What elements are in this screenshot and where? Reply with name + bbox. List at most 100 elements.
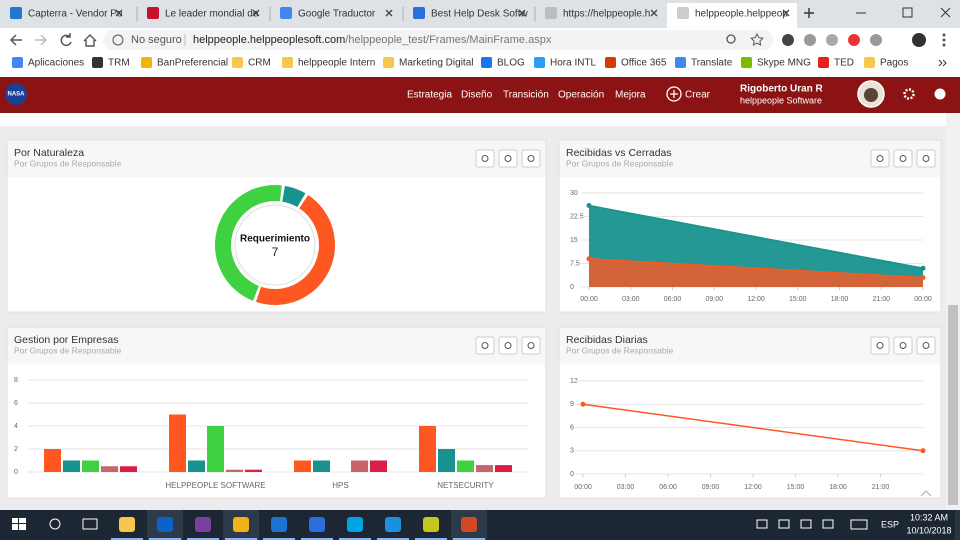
panel-refresh-button[interactable]	[498, 336, 518, 355]
scroll-top-button[interactable]	[920, 490, 932, 497]
task-view[interactable]	[82, 518, 98, 530]
tray-icon[interactable]	[756, 519, 768, 529]
bar[interactable]	[63, 460, 80, 473]
bar[interactable]	[495, 465, 512, 472]
extension-icon[interactable]	[782, 34, 794, 46]
tab-close[interactable]	[650, 9, 658, 17]
home-button[interactable]	[83, 34, 97, 47]
bookmarks-overflow[interactable]	[938, 59, 947, 67]
bar[interactable]	[120, 466, 137, 472]
extension-icon[interactable]	[848, 34, 860, 46]
bookmark[interactable]: Skype MNG	[757, 58, 811, 69]
tab-close[interactable]	[518, 9, 526, 17]
tab-close[interactable]	[385, 9, 393, 17]
profile-avatar[interactable]	[912, 33, 926, 47]
panel-refresh-button[interactable]	[893, 149, 913, 168]
bar[interactable]	[44, 449, 61, 472]
panel-refresh-button[interactable]	[893, 336, 913, 355]
bar[interactable]	[226, 469, 243, 472]
taskbar-app[interactable]	[233, 517, 249, 532]
nav-item[interactable]: Transición	[503, 90, 549, 101]
panel-settings-button[interactable]	[521, 336, 541, 355]
tray-icon[interactable]	[822, 519, 834, 529]
bookmark[interactable]: Translate	[691, 58, 733, 69]
panel-expand-button[interactable]	[475, 336, 495, 355]
panel-refresh-button[interactable]	[498, 149, 518, 168]
tab-title[interactable]: Capterra - Vendor Po	[28, 9, 123, 20]
taskbar-app[interactable]	[461, 517, 477, 532]
address-bar[interactable]	[103, 30, 773, 50]
bookmark[interactable]: Hora INTL	[550, 58, 597, 69]
nav-item[interactable]: Estrategia	[407, 90, 452, 101]
bar[interactable]	[370, 460, 387, 473]
bookmark[interactable]: TED	[834, 58, 854, 69]
tab-title[interactable]: Le leader mondial de	[165, 9, 259, 20]
bar[interactable]	[351, 460, 368, 473]
back-button[interactable]	[9, 34, 22, 46]
bookmark[interactable]: BLOG	[497, 58, 525, 69]
nav-item[interactable]: Operación	[558, 90, 604, 101]
extension-icon[interactable]	[870, 34, 882, 46]
tray-icon[interactable]	[778, 519, 790, 529]
bar[interactable]	[207, 426, 224, 472]
tab-close[interactable]	[782, 9, 790, 17]
reload-button[interactable]	[60, 33, 72, 47]
keyboard-icon[interactable]	[850, 519, 868, 530]
new-tab[interactable]	[804, 8, 814, 18]
taskbar-app[interactable]	[347, 517, 363, 532]
donut-segment[interactable]	[255, 194, 335, 305]
forward-button[interactable]	[35, 34, 48, 46]
bar[interactable]	[476, 465, 493, 472]
star-icon[interactable]	[750, 32, 764, 46]
extension-icon[interactable]	[826, 34, 838, 46]
panel-settings-button[interactable]	[916, 149, 936, 168]
bar[interactable]	[188, 460, 205, 473]
donut-segment[interactable]	[282, 185, 306, 208]
tab-close[interactable]	[252, 9, 260, 17]
panel-expand-button[interactable]	[870, 149, 890, 168]
tab-title[interactable]: Google Traductor	[298, 9, 376, 20]
bookmark[interactable]: TRM	[108, 58, 130, 69]
bookmark[interactable]: Office 365	[621, 58, 667, 69]
taskbar-app[interactable]	[385, 517, 401, 532]
show-desktop[interactable]	[955, 510, 960, 540]
tab-title[interactable]: https://helppeople.h	[563, 9, 650, 20]
tab-title[interactable]: Best Help Desk Softw	[431, 9, 528, 20]
language[interactable]: ESP	[881, 519, 899, 529]
clock-date[interactable]: 10/10/2018	[906, 525, 951, 535]
taskbar-app[interactable]	[423, 517, 439, 532]
bar[interactable]	[313, 460, 330, 473]
taskbar-app[interactable]	[119, 517, 135, 532]
bar[interactable]	[457, 460, 474, 473]
bar[interactable]	[101, 466, 118, 472]
bookmark[interactable]: helppeople Intern	[298, 58, 375, 69]
nav-item[interactable]: Mejora	[615, 90, 646, 101]
zoom-icon[interactable]	[726, 34, 736, 44]
bar[interactable]	[438, 449, 455, 472]
taskbar-app[interactable]	[309, 517, 325, 532]
tab-title[interactable]: helppeople.helppeop	[695, 9, 788, 20]
scrollbar-thumb[interactable]	[948, 305, 958, 505]
bookmark[interactable]: Aplicaciones	[28, 58, 84, 69]
bar[interactable]	[245, 469, 262, 472]
bookmark[interactable]: Pagos	[880, 58, 908, 69]
bookmark[interactable]: BanPreferencial	[157, 58, 228, 69]
clock-time[interactable]: 10:32 AM	[910, 512, 948, 522]
bar[interactable]	[169, 414, 186, 473]
settings-icon[interactable]	[903, 88, 915, 100]
bookmark[interactable]: Marketing Digital	[399, 58, 473, 69]
bar[interactable]	[419, 426, 436, 472]
close-window[interactable]	[940, 7, 951, 18]
tray-icon[interactable]	[800, 519, 812, 529]
panel-expand-button[interactable]	[870, 336, 890, 355]
maximize[interactable]	[902, 7, 913, 18]
nav-item[interactable]: Diseño	[461, 90, 493, 101]
panel-expand-button[interactable]	[475, 149, 495, 168]
extension-icon[interactable]	[804, 34, 816, 46]
donut-segment[interactable]	[215, 185, 282, 301]
panel-settings-button[interactable]	[521, 149, 541, 168]
help-icon[interactable]	[934, 88, 946, 100]
bar[interactable]	[82, 460, 99, 473]
bookmark[interactable]: CRM	[248, 58, 271, 69]
panel-settings-button[interactable]	[916, 336, 936, 355]
